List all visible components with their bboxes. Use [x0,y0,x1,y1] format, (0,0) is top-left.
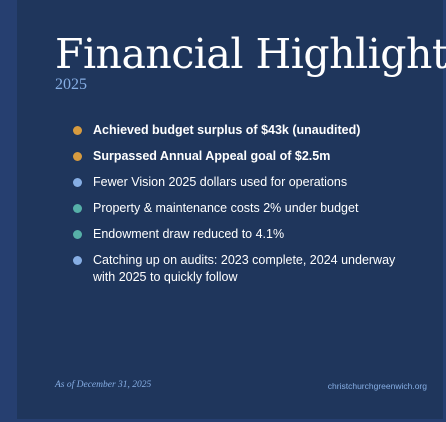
slide-title: Financial Highlights [55,30,446,78]
highlight-item: Achieved budget surplus of $43k (unaudit… [73,122,403,139]
highlight-item: Fewer Vision 2025 dollars used for opera… [73,174,403,191]
highlight-text: Property & maintenance costs 2% under bu… [93,201,359,215]
highlight-text: Achieved budget surplus of $43k (unaudit… [93,123,361,137]
highlight-item: Surpassed Annual Appeal goal of $2.5m [73,148,403,165]
highlight-item: Endowment draw reduced to 4.1% [73,226,403,243]
bullet-dot-icon [73,204,82,213]
highlight-text: Catching up on audits: 2023 complete, 20… [93,253,396,284]
bullet-dot-icon [73,178,82,187]
highlight-item: Property & maintenance costs 2% under bu… [73,200,403,217]
bullet-dot-icon [73,152,82,161]
bullet-dot-icon [73,230,82,239]
slide-year: 2025 [55,76,87,93]
highlight-item: Catching up on audits: 2023 complete, 20… [73,252,403,286]
website-link[interactable]: christchurchgreenwich.org [327,381,427,391]
bullet-dot-icon [73,256,82,265]
highlight-text: Surpassed Annual Appeal goal of $2.5m [93,149,331,163]
highlight-text: Endowment draw reduced to 4.1% [93,227,285,241]
highlights-list: Achieved budget surplus of $43k (unaudit… [73,122,403,295]
as-of-date: As of December 31, 2025 [55,380,152,390]
bullet-dot-icon [73,126,82,135]
highlight-text: Fewer Vision 2025 dollars used for opera… [93,175,348,189]
